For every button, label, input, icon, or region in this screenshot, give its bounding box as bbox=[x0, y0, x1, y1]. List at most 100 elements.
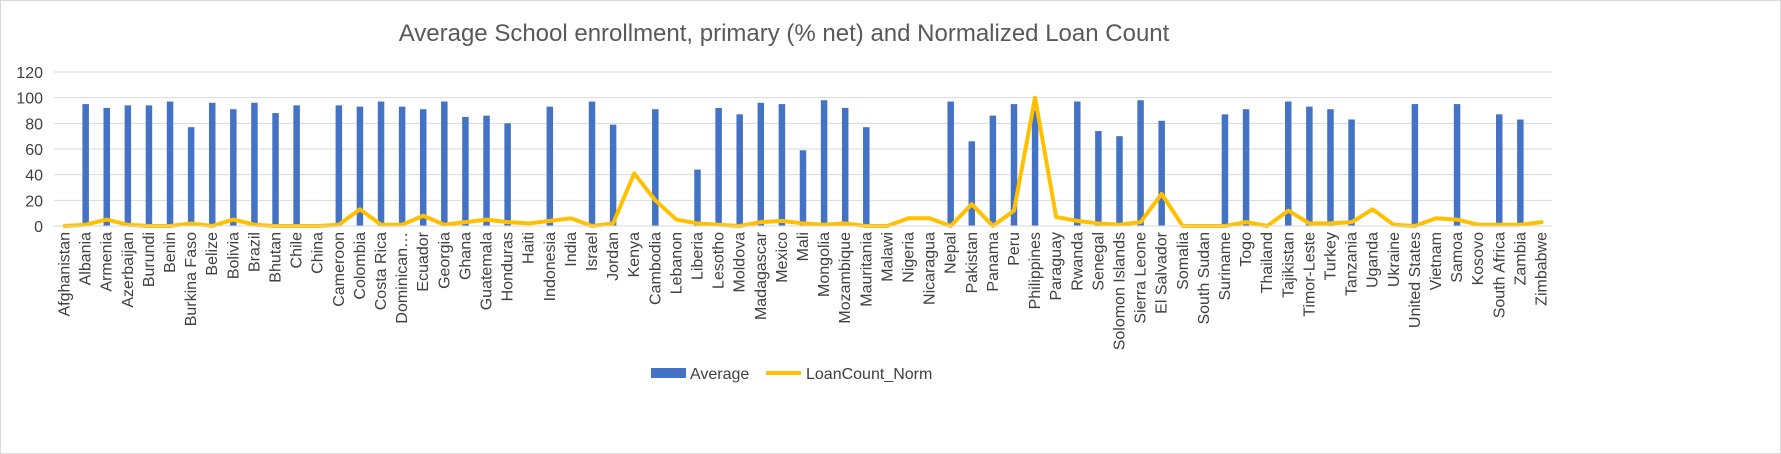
bar-average-guatemala bbox=[483, 115, 490, 226]
x-tick-label: Philippines bbox=[1027, 232, 1044, 309]
legend-label-average: Average bbox=[690, 366, 749, 383]
x-tick-label: Jordan bbox=[605, 232, 622, 281]
x-tick-label: Liberia bbox=[690, 232, 707, 280]
x-tick-label: South Sudan bbox=[1196, 232, 1213, 325]
x-tick-label: Armenia bbox=[99, 232, 116, 292]
x-tick-label: Lebanon bbox=[668, 232, 685, 294]
x-tick-label: Bolivia bbox=[225, 232, 242, 279]
x-tick-label: Indonesia bbox=[542, 232, 559, 301]
bar-average-cameroon bbox=[335, 105, 343, 226]
x-tick-label: Moldova bbox=[732, 232, 749, 293]
x-tick-label: Ecuador bbox=[415, 231, 432, 291]
x-tick-label: Senegal bbox=[1090, 232, 1107, 291]
bar-average-armenia bbox=[103, 107, 110, 226]
x-tick-label: Albania bbox=[78, 232, 95, 285]
x-tick-label: Benin bbox=[162, 232, 179, 273]
y-tick-label: 40 bbox=[25, 168, 43, 185]
bar-average-albania bbox=[82, 104, 89, 226]
bar-average-mongolia bbox=[820, 100, 828, 226]
bar-average-zambia bbox=[1517, 119, 1524, 226]
bar-average-turkey bbox=[1327, 109, 1334, 226]
bar-average-cambodia bbox=[652, 109, 659, 226]
x-tick-label: United States bbox=[1407, 232, 1424, 328]
x-tick-label: Uganda bbox=[1365, 232, 1382, 288]
x-tick-label: Costa Rica bbox=[373, 232, 390, 310]
bar-average-bhutan bbox=[272, 113, 279, 226]
x-tick-label: Haiti bbox=[521, 232, 538, 264]
bar-average-sierra-leone bbox=[1137, 100, 1144, 226]
x-tick-label: Nepal bbox=[943, 232, 960, 274]
y-axis-ticks: 0 20 40 60 80 100 120 bbox=[16, 65, 43, 236]
bar-average-lesotho bbox=[715, 107, 722, 226]
x-tick-label: Mali bbox=[795, 232, 812, 261]
bar-average-liberia bbox=[694, 169, 701, 226]
x-tick-label: Honduras bbox=[500, 232, 517, 301]
x-tick-label: Nigeria bbox=[900, 232, 917, 283]
x-tick-label: El Salvador bbox=[1154, 231, 1171, 313]
x-tick-label: Mongolia bbox=[816, 232, 833, 297]
x-tick-label: Zambia bbox=[1512, 232, 1529, 285]
bar-average-indonesia bbox=[546, 106, 554, 226]
x-tick-label: China bbox=[310, 232, 327, 274]
x-tick-label: Samoa bbox=[1449, 232, 1466, 283]
x-tick-label: Turkey bbox=[1322, 232, 1339, 280]
bar-average-nepal bbox=[947, 101, 954, 226]
bar-average-chile bbox=[293, 105, 300, 226]
bar-average-costa-rica bbox=[377, 101, 385, 226]
bar-average-samoa bbox=[1453, 104, 1461, 226]
bar-average-burundi bbox=[145, 105, 153, 226]
x-tick-label: Colombia bbox=[352, 232, 369, 300]
x-tick-label: Tanzania bbox=[1344, 232, 1361, 296]
bar-average-ecuador bbox=[419, 109, 427, 226]
x-tick-label: Belize bbox=[204, 232, 221, 276]
legend-swatch-average bbox=[651, 368, 686, 378]
bar-average-senegal bbox=[1095, 131, 1102, 226]
x-tick-label: Thailand bbox=[1259, 232, 1276, 293]
x-tick-label: Zimbabwe bbox=[1533, 232, 1550, 306]
bar-average-timor-leste bbox=[1306, 106, 1313, 226]
bar-average-togo bbox=[1242, 109, 1250, 226]
x-tick-label: Burundi bbox=[141, 232, 158, 287]
x-tick-label: Ukraine bbox=[1386, 232, 1403, 287]
x-tick-label: Rwanda bbox=[1069, 232, 1086, 291]
bar-average-suriname bbox=[1221, 114, 1229, 226]
bar-average-panama bbox=[989, 115, 997, 226]
x-tick-label: Afghanistan bbox=[57, 232, 74, 317]
x-tick-label: Mozambique bbox=[837, 232, 854, 324]
x-tick-label: Cameroon bbox=[331, 232, 348, 307]
x-tick-label: Mauritania bbox=[858, 232, 875, 307]
x-tick-label: Mexico bbox=[774, 232, 791, 283]
bar-average-el-salvador bbox=[1158, 120, 1165, 226]
bar-average-ghana bbox=[462, 116, 469, 226]
x-tick-label: Georgia bbox=[436, 232, 453, 289]
x-tick-label: Tajikistan bbox=[1280, 232, 1297, 298]
bar-average-burkina-faso bbox=[187, 127, 195, 226]
bar-average-azerbaijan bbox=[124, 105, 132, 226]
bar-average-honduras bbox=[504, 123, 511, 226]
legend: Average LoanCount_Norm bbox=[651, 366, 932, 383]
bar-average-jordan bbox=[609, 124, 617, 226]
x-tick-label: Kenya bbox=[626, 232, 643, 277]
x-tick-label: South Africa bbox=[1491, 232, 1508, 318]
x-tick-label: Nicaragua bbox=[922, 232, 939, 305]
bar-average-belize bbox=[208, 102, 216, 226]
bar-average-colombia bbox=[356, 106, 364, 226]
x-tick-label: India bbox=[563, 232, 580, 267]
bar-average-israel bbox=[588, 101, 596, 226]
x-tick-label: Dominican… bbox=[394, 232, 411, 324]
y-tick-label: 80 bbox=[25, 116, 43, 133]
bar-average-philippines bbox=[1031, 110, 1039, 226]
bar-average-georgia bbox=[441, 101, 448, 226]
bar-average-madagascar bbox=[757, 102, 765, 226]
bar-average-moldova bbox=[736, 114, 743, 226]
average-bars bbox=[82, 100, 1524, 226]
bar-average-mozambique bbox=[841, 107, 849, 226]
bar-average-peru bbox=[1010, 104, 1018, 226]
x-tick-label: Solomon Islands bbox=[1111, 232, 1128, 350]
x-tick-label: Kosovo bbox=[1470, 232, 1487, 285]
x-tick-label: Cambodia bbox=[647, 232, 664, 305]
bar-average-rwanda bbox=[1074, 101, 1081, 226]
y-tick-label: 60 bbox=[25, 142, 43, 159]
